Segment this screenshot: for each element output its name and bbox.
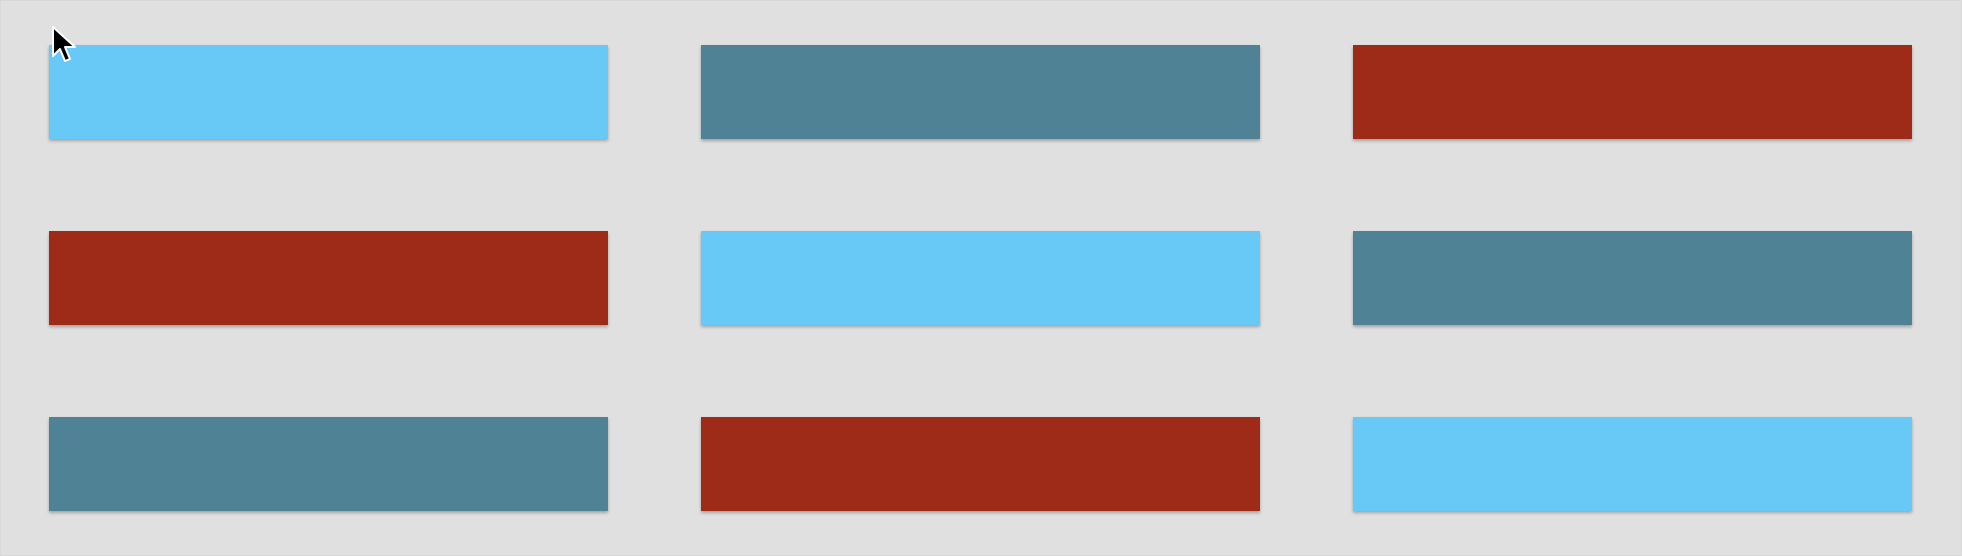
color-tile-r1c2[interactable]	[701, 45, 1260, 139]
tile-grid	[49, 45, 1912, 511]
color-tile-r2c2[interactable]	[701, 231, 1260, 325]
color-tile-r3c1[interactable]	[49, 417, 608, 511]
color-tile-r3c3[interactable]	[1353, 417, 1912, 511]
color-tile-r1c1[interactable]	[49, 45, 608, 139]
color-tile-r3c2[interactable]	[701, 417, 1260, 511]
color-tile-r2c1[interactable]	[49, 231, 608, 325]
color-tile-r2c3[interactable]	[1353, 231, 1912, 325]
color-tile-r1c3[interactable]	[1353, 45, 1912, 139]
